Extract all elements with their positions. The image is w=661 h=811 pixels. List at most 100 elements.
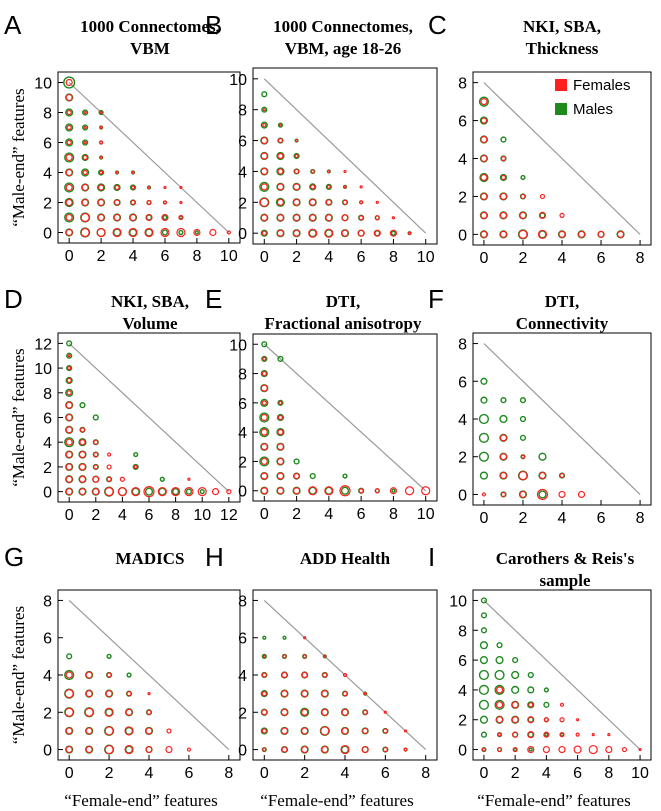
y-tick-label: 6 xyxy=(238,396,247,413)
diagonal-line xyxy=(484,600,640,749)
female-bubble xyxy=(481,156,487,162)
female-bubble xyxy=(589,746,597,754)
female-bubble xyxy=(188,478,190,480)
female-bubble xyxy=(302,691,308,697)
y-tick-label: 4 xyxy=(43,668,52,685)
panel-letter: G xyxy=(4,542,24,572)
female-bubble xyxy=(576,733,579,736)
male-bubble xyxy=(163,230,168,235)
panel-title-line: ADD Health xyxy=(300,549,391,568)
female-bubble xyxy=(481,212,487,218)
female-bubble xyxy=(100,127,102,129)
female-bubble xyxy=(94,440,98,444)
female-bubble xyxy=(404,748,407,751)
x-tick-label: 8 xyxy=(421,765,430,782)
female-bubble xyxy=(132,172,134,174)
panel-b: B 1000 Connectomes,VBM, age 18-2600224466… xyxy=(205,10,437,266)
panel-a: A 1000 Connectomes,VBM00224466881010“Male… xyxy=(4,10,240,265)
female-bubble xyxy=(263,109,265,111)
male-bubble xyxy=(375,231,380,236)
y-tick-label: 6 xyxy=(458,653,467,670)
y-tick-label: 12 xyxy=(34,336,52,353)
female-bubble xyxy=(282,747,287,752)
x-tick-label: 2 xyxy=(105,765,114,782)
male-bubble xyxy=(83,140,88,145)
male-bubble xyxy=(126,728,133,735)
male-bubble xyxy=(342,746,349,753)
female-bubble xyxy=(66,230,72,236)
y-tick-label: 2 xyxy=(43,196,52,213)
male-bubble xyxy=(480,671,489,680)
female-bubble xyxy=(390,488,396,494)
male-bubble xyxy=(146,229,153,236)
female-bubble xyxy=(67,378,71,382)
male-bubble xyxy=(545,733,548,736)
female-bubble xyxy=(261,215,267,221)
female-bubble xyxy=(311,170,314,173)
female-bubble xyxy=(84,127,86,129)
female-bubble xyxy=(543,747,549,753)
female-bubble xyxy=(481,193,487,199)
female-bubble xyxy=(606,747,612,753)
y-tick-label: 4 xyxy=(458,152,467,169)
male-bubble xyxy=(496,657,503,664)
x-tick-label: 2 xyxy=(91,507,100,524)
male-bubble xyxy=(392,489,395,492)
male-bubble xyxy=(544,702,549,707)
male-bubble xyxy=(497,643,502,648)
y-tick-label: 4 xyxy=(238,668,247,685)
female-bubble xyxy=(342,230,348,236)
female-bubble xyxy=(66,215,72,221)
y-tick-label: 4 xyxy=(238,425,247,442)
x-tick-label: 6 xyxy=(161,248,170,265)
female-bubble xyxy=(295,169,299,173)
female-bubble xyxy=(482,748,485,751)
male-bubble xyxy=(130,229,137,236)
female-bubble xyxy=(500,454,506,460)
female-bubble xyxy=(344,186,346,188)
panel-title-line: DTI, xyxy=(326,292,360,311)
x-tick-label: 8 xyxy=(224,765,233,782)
female-bubble xyxy=(107,673,111,677)
female-bubble xyxy=(94,453,98,457)
female-bubble xyxy=(529,703,533,707)
male-bubble xyxy=(481,378,487,384)
x-tick-label: 4 xyxy=(341,765,350,782)
x-tick-label: 4 xyxy=(542,765,551,782)
x-tick-label: 4 xyxy=(129,248,138,265)
y-tick-label: 2 xyxy=(458,713,467,730)
female-bubble xyxy=(277,473,283,479)
female-bubble xyxy=(277,488,283,494)
female-bubble xyxy=(383,729,387,733)
y-tick-label: 10 xyxy=(34,76,52,93)
female-bubble xyxy=(65,708,73,716)
female-bubble xyxy=(519,230,527,238)
female-bubble xyxy=(67,391,71,395)
panel-title-line: sample xyxy=(540,571,591,590)
male-bubble xyxy=(501,398,506,403)
female-bubble xyxy=(277,184,283,190)
male-bubble xyxy=(392,231,396,235)
panel-c: C NKI, SBA,Thickness0022446688 FemalesMale… xyxy=(428,10,651,267)
x-tick-label: 0 xyxy=(479,510,488,527)
female-bubble xyxy=(127,692,131,696)
x-tick-label: 8 xyxy=(636,250,645,267)
female-bubble xyxy=(282,673,287,678)
female-bubble xyxy=(497,687,503,693)
y-tick-label: 4 xyxy=(43,435,52,452)
female-bubble xyxy=(328,170,330,172)
female-bubble xyxy=(180,202,182,204)
panel-title-line: NKI, SBA, xyxy=(523,17,601,36)
female-bubble xyxy=(261,429,267,435)
female-bubble xyxy=(66,415,72,421)
male-bubble xyxy=(179,231,183,235)
female-bubble xyxy=(302,673,307,678)
female-bubble xyxy=(81,229,89,237)
male-bubble xyxy=(528,732,533,737)
female-bubble xyxy=(262,401,266,405)
y-tick-label: 8 xyxy=(458,623,467,640)
female-bubble xyxy=(296,140,298,142)
female-bubble xyxy=(263,655,265,657)
male-bubble xyxy=(512,672,519,679)
male-bubble xyxy=(540,213,545,218)
